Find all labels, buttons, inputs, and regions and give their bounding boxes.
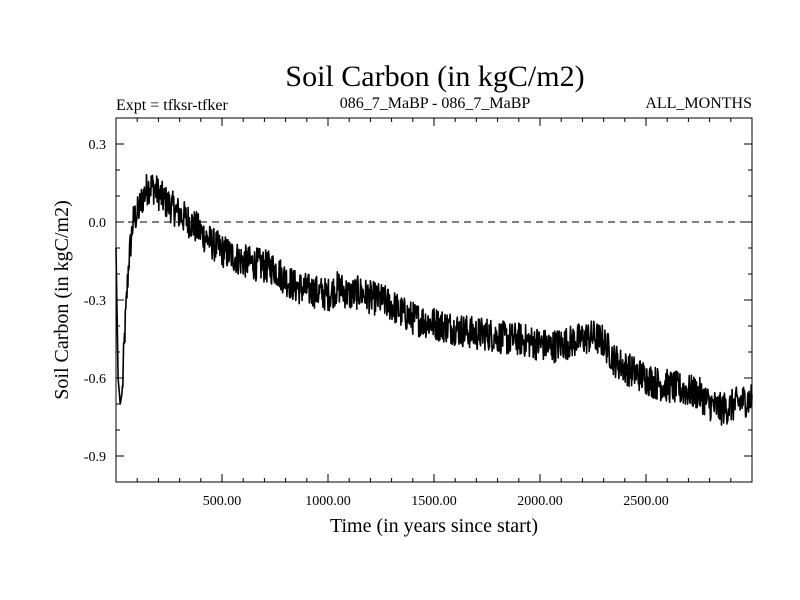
plot-frame	[115, 117, 753, 483]
y-tick-label: 0.3	[89, 138, 107, 153]
y-axis-label: Soil Carbon (in kgC/m2)	[51, 200, 73, 399]
soil-carbon-series-line	[115, 173, 753, 426]
x-tick-label: 500.00	[203, 494, 242, 509]
period-label: 086_7_MaBP - 086_7_MaBP	[340, 95, 531, 112]
y-tick-label: -0.9	[84, 450, 106, 465]
chart-title: Soil Carbon (in kgC/m2)	[285, 60, 584, 93]
x-tick-label: 2000.00	[517, 494, 563, 509]
months-label: ALL_MONTHS	[645, 95, 752, 112]
x-axis-label: Time (in years since start)	[330, 515, 538, 537]
y-tick-label: 0.0	[89, 216, 107, 231]
axis-ticks: 500.00 1000.00 1500.00 2000.00 2500.00 0.3 0.0…	[84, 118, 752, 509]
x-tick-label: 2500.00	[623, 494, 669, 509]
experiment-label: Expt = tfksr-tfker	[116, 97, 228, 114]
y-tick-label: -0.6	[84, 372, 106, 387]
y-tick-label: -0.3	[84, 294, 106, 309]
plot-area	[115, 173, 753, 426]
x-tick-label: 1000.00	[305, 494, 351, 509]
x-tick-label: 1500.00	[411, 494, 457, 509]
